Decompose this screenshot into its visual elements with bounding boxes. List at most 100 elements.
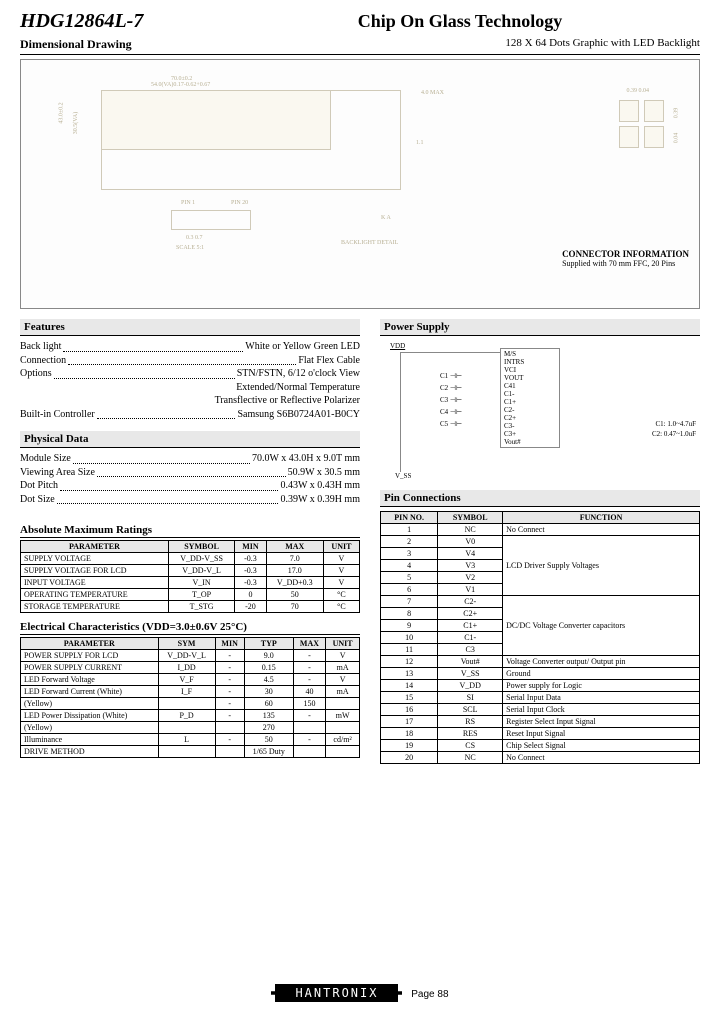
cell: L [158, 734, 215, 746]
cell: - [293, 710, 326, 722]
cell: C1- [438, 632, 503, 644]
dotted-row: OptionsSTN/FSTN, 6/12 o'clock View [20, 367, 360, 381]
table-row: STORAGE TEMPERATURET_STG-2070°C [21, 601, 360, 613]
cell: 50 [266, 589, 323, 601]
cell: 18 [381, 728, 438, 740]
controller-row: Built-in Controller Samsung S6B0724A01-B… [20, 408, 360, 422]
cell: -20 [235, 601, 266, 613]
cell: Register Select Input Signal [503, 716, 700, 728]
table-row: 17RSRegister Select Input Signal [381, 716, 700, 728]
cell: 1/65 Duty [244, 746, 293, 758]
cell: -0.3 [235, 577, 266, 589]
cell: 8 [381, 608, 438, 620]
table-row: 1NCNo Connect [381, 524, 700, 536]
cell: RS [438, 716, 503, 728]
cell: 270 [244, 722, 293, 734]
cell: RES [438, 728, 503, 740]
cell: V0 [438, 536, 503, 548]
cell: 10 [381, 632, 438, 644]
ps-label: C3- [504, 422, 524, 430]
ps-label: C1+ [504, 398, 524, 406]
cell: V [323, 565, 359, 577]
cell: - [215, 698, 244, 710]
table-row: POWER SUPPLY FOR LCDV_DD-V_L-9.0-V [21, 650, 360, 662]
connector-info: CONNECTOR INFORMATION Supplied with 70 m… [562, 249, 689, 268]
row-value: 0.43W x 0.43H mm [280, 479, 360, 493]
controller-value: Samsung S6B0724A01-B0CY [237, 408, 360, 422]
connector-text: Supplied with 70 mm FFC, 20 Pins [562, 259, 689, 268]
cell: (Yellow) [21, 722, 159, 734]
cell: 30 [244, 686, 293, 698]
table-row: LED Forward Current (White)I_F-3040mA [21, 686, 360, 698]
cell: I_F [158, 686, 215, 698]
col-header: MAX [293, 638, 326, 650]
row-label: Options [20, 367, 52, 381]
cell: DRIVE METHOD [21, 746, 159, 758]
cell: Vout# [438, 656, 503, 668]
col-header: MAX [266, 541, 323, 553]
main-title: Chip On Glass Technology [220, 11, 700, 32]
dotted-row: Viewing Area Size50.9W x 30.5 mm [20, 466, 360, 480]
cell: 9.0 [244, 650, 293, 662]
cell: C2- [438, 596, 503, 608]
connector-heading: CONNECTOR INFORMATION [562, 249, 689, 259]
row-value: 0.39W x 0.39H mm [280, 493, 360, 507]
cell: mA [326, 662, 360, 674]
footer-logo: HANTRONIX [271, 984, 402, 1002]
cell: I_DD [158, 662, 215, 674]
cell: V3 [438, 560, 503, 572]
cell: - [215, 710, 244, 722]
cell: 7 [381, 596, 438, 608]
cell: V2 [438, 572, 503, 584]
ps-note1: C1: 1.0~4.7uF [655, 420, 696, 428]
cell: 70 [266, 601, 323, 613]
cell: 12 [381, 656, 438, 668]
ps-cap: C3 ⊣⊢ [440, 394, 462, 406]
power-supply-diagram: VDD M/SINTRSVCIVOUTC41C1-C1+C2-C2+C3-C3+… [380, 340, 700, 480]
cell: Power supply for Logic [503, 680, 700, 692]
cell: -0.3 [235, 553, 266, 565]
cell [326, 698, 360, 710]
col-header: PARAMETER [21, 638, 159, 650]
table-row: DRIVE METHOD 1/65 Duty [21, 746, 360, 758]
ps-label: C2- [504, 406, 524, 414]
row-value: White or Yellow Green LED [245, 340, 360, 354]
col-header: MIN [235, 541, 266, 553]
col-header: SYM [158, 638, 215, 650]
cell: - [293, 734, 326, 746]
ps-note2: C2: 0.47~1.0uF [652, 430, 696, 438]
vdd-label: VDD [390, 342, 405, 350]
cell: °C [323, 589, 359, 601]
ps-label: INTRS [504, 358, 524, 366]
table-row: SUPPLY VOLTAGE FOR LCDV_DD-V_L-0.317.0V [21, 565, 360, 577]
content-columns: Features Back lightWhite or Yellow Green… [20, 319, 700, 764]
cell: 135 [244, 710, 293, 722]
cell: POWER SUPPLY FOR LCD [21, 650, 159, 662]
table-row: OPERATING TEMPERATURET_OP050°C [21, 589, 360, 601]
cell: V4 [438, 548, 503, 560]
col-header: PIN NO. [381, 512, 438, 524]
cell: 9 [381, 620, 438, 632]
cell: SUPPLY VOLTAGE FOR LCD [21, 565, 169, 577]
cell: V_DD+0.3 [266, 577, 323, 589]
table-row: 20NCNo Connect [381, 752, 700, 764]
cell: V_DD-V_L [168, 565, 234, 577]
cell: LED Forward Current (White) [21, 686, 159, 698]
cell: V_F [158, 674, 215, 686]
cell: 150 [293, 698, 326, 710]
col-header: UNIT [326, 638, 360, 650]
table-row: LED Forward VoltageV_F-4.5-V [21, 674, 360, 686]
cell: - [215, 674, 244, 686]
dotted-row: ConnectionFlat Flex Cable [20, 354, 360, 368]
col-header: MIN [215, 638, 244, 650]
ps-label: M/S [504, 350, 524, 358]
ps-label: Vout# [504, 438, 524, 446]
cell: Voltage Converter output/ Output pin [503, 656, 700, 668]
cell [158, 698, 215, 710]
controller-label: Built-in Controller [20, 408, 95, 422]
part-number: HDG12864L-7 [20, 10, 220, 33]
cell: No Connect [503, 752, 700, 764]
amr-heading: Absolute Maximum Ratings [20, 524, 360, 538]
cell: CS [438, 740, 503, 752]
col-header: SYMBOL [168, 541, 234, 553]
